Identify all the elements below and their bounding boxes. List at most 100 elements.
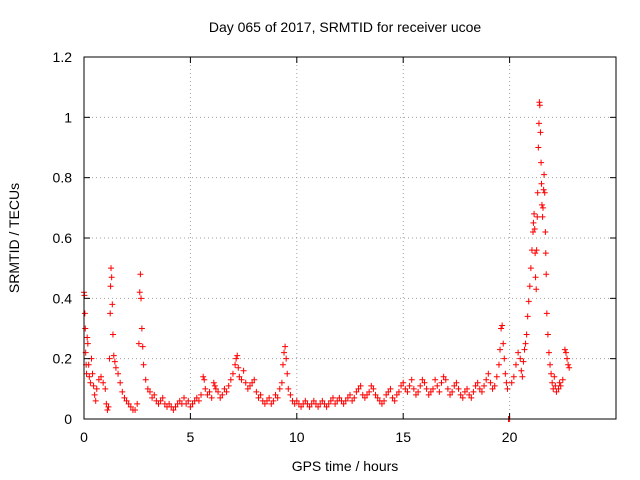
data-point [157, 397, 164, 404]
data-point [117, 379, 124, 386]
data-point [351, 394, 358, 401]
data-point [342, 397, 349, 404]
data-point [561, 346, 568, 353]
data-point [306, 403, 313, 410]
data-point [489, 385, 496, 392]
data-point [395, 388, 402, 395]
data-point [221, 385, 228, 392]
data-point [84, 340, 91, 347]
data-point [142, 376, 149, 383]
x-tick-label: 20 [502, 429, 518, 445]
data-point [499, 322, 506, 329]
data-point [491, 382, 498, 389]
data-point [423, 385, 430, 392]
data-point [417, 382, 424, 389]
data-point [432, 376, 439, 383]
data-point [493, 373, 500, 380]
data-point [555, 385, 562, 392]
data-point [485, 370, 492, 377]
data-points [81, 99, 573, 422]
data-point [372, 391, 379, 398]
data-point [198, 391, 205, 398]
data-point [139, 343, 146, 350]
data-point [185, 397, 192, 404]
data-point [264, 397, 271, 404]
data-point [332, 400, 339, 407]
data-point [520, 358, 527, 365]
data-point [136, 289, 143, 296]
y-tick-label: 0.8 [53, 170, 73, 186]
y-tick-label: 0.4 [53, 290, 73, 306]
data-point [535, 144, 542, 151]
data-point [125, 400, 132, 407]
data-point [524, 313, 531, 320]
data-point [115, 370, 122, 377]
data-point [508, 379, 515, 386]
data-point [287, 391, 294, 398]
data-point [257, 391, 264, 398]
data-point [144, 385, 151, 392]
data-point [542, 228, 549, 235]
data-point [495, 361, 502, 368]
x-tick-label: 10 [289, 429, 305, 445]
data-point [235, 364, 242, 371]
data-point [391, 397, 398, 404]
data-point [374, 394, 381, 401]
data-point [336, 394, 343, 401]
data-point [531, 225, 538, 232]
x-tick-label: 15 [395, 429, 411, 445]
data-point [472, 382, 479, 389]
data-point [476, 385, 483, 392]
data-point [438, 379, 445, 386]
data-point [327, 397, 334, 404]
data-point [159, 394, 166, 401]
data-point [138, 295, 145, 302]
data-point [483, 376, 490, 383]
data-point [347, 391, 353, 398]
data-point [543, 310, 550, 317]
data-point [100, 379, 107, 386]
data-point [400, 379, 407, 386]
data-point [357, 382, 364, 389]
data-point [361, 394, 368, 401]
data-point [151, 391, 158, 398]
data-point [233, 355, 240, 362]
data-point [503, 379, 510, 386]
data-point [119, 388, 126, 395]
data-point [549, 379, 556, 386]
data-point [274, 394, 281, 401]
data-point [532, 274, 539, 281]
data-point [315, 403, 322, 410]
data-point [282, 343, 289, 350]
data-point [206, 388, 213, 395]
grid [84, 57, 616, 419]
data-point [552, 382, 559, 389]
data-point [537, 129, 544, 136]
data-point [427, 388, 434, 395]
data-point [565, 361, 572, 368]
data-point [323, 403, 330, 410]
data-point [543, 271, 550, 278]
data-point [189, 400, 196, 407]
data-point [107, 310, 114, 317]
data-point [447, 391, 454, 398]
data-point [172, 403, 179, 410]
data-point [195, 397, 202, 404]
data-point [556, 379, 563, 386]
data-point [440, 373, 447, 380]
data-point [387, 385, 394, 392]
data-point [105, 403, 112, 410]
data-point [149, 394, 156, 401]
data-point [108, 265, 115, 272]
data-point [246, 382, 253, 389]
data-point [108, 274, 115, 281]
data-point [187, 403, 194, 410]
data-point [81, 310, 88, 317]
data-point [410, 385, 417, 392]
data-point [425, 391, 432, 398]
data-point [91, 391, 98, 398]
data-point [103, 400, 110, 407]
data-point [515, 349, 522, 356]
y-tick-label: 0.2 [53, 351, 73, 367]
data-point [111, 358, 118, 365]
